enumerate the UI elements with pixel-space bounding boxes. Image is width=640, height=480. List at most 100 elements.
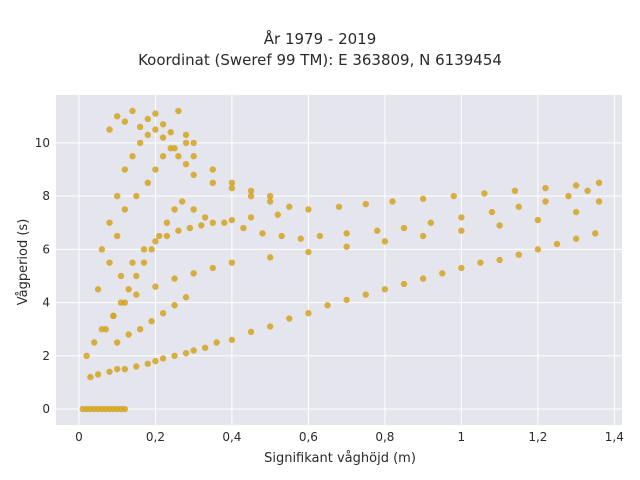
data-point xyxy=(247,328,255,336)
x-tick-label: 0,6 xyxy=(299,430,318,444)
data-point xyxy=(106,259,113,266)
data-point xyxy=(213,339,220,346)
data-point xyxy=(389,198,396,205)
data-point xyxy=(400,280,408,288)
data-point xyxy=(228,216,236,224)
data-point xyxy=(572,208,580,216)
data-point xyxy=(121,206,129,213)
x-tick-label: 1 xyxy=(458,430,466,444)
data-point xyxy=(159,355,167,362)
data-point xyxy=(98,246,106,253)
data-point xyxy=(117,272,125,280)
data-point xyxy=(572,182,580,189)
x-tick-label: 0,4 xyxy=(222,430,241,444)
data-point xyxy=(144,115,151,123)
data-point xyxy=(117,299,125,306)
data-point xyxy=(343,296,350,304)
data-point xyxy=(152,283,159,290)
data-point xyxy=(419,232,427,240)
data-point xyxy=(228,184,236,192)
data-point xyxy=(133,363,140,370)
data-point xyxy=(113,365,121,373)
data-point xyxy=(102,325,109,333)
y-tick-label: 8 xyxy=(42,189,50,203)
data-point xyxy=(201,214,209,221)
data-point xyxy=(106,368,113,375)
data-point xyxy=(167,129,174,136)
data-point xyxy=(163,232,171,240)
data-point xyxy=(152,166,159,173)
data-point xyxy=(362,291,369,298)
data-point xyxy=(266,254,274,261)
data-point xyxy=(190,171,197,179)
data-point xyxy=(148,246,155,253)
data-point xyxy=(553,240,561,248)
x-tick-label: 1,4 xyxy=(605,430,624,444)
data-point xyxy=(156,232,163,240)
data-point xyxy=(175,227,182,234)
plot-area xyxy=(56,95,622,425)
data-point xyxy=(159,153,167,160)
data-point xyxy=(305,310,312,317)
data-point xyxy=(163,219,171,226)
data-point xyxy=(286,203,293,210)
data-point xyxy=(175,153,182,160)
data-point xyxy=(584,187,591,195)
data-point xyxy=(83,352,90,360)
chart-title: År 1979 - 2019 xyxy=(263,30,377,48)
data-point xyxy=(427,219,434,226)
data-point xyxy=(167,145,174,152)
y-tick-label: 2 xyxy=(42,349,50,363)
data-point xyxy=(534,246,542,253)
data-point xyxy=(136,123,144,131)
data-point xyxy=(595,179,603,187)
data-point xyxy=(136,325,144,333)
data-point xyxy=(247,187,255,195)
data-point xyxy=(511,187,519,195)
data-point xyxy=(106,126,113,133)
data-point xyxy=(94,286,102,293)
data-point xyxy=(335,203,343,210)
data-point xyxy=(305,206,312,213)
data-point xyxy=(400,224,408,232)
y-tick-label: 10 xyxy=(35,136,50,150)
data-point xyxy=(297,235,304,242)
data-point xyxy=(140,246,148,253)
data-point xyxy=(343,230,350,237)
data-point xyxy=(94,371,102,378)
data-point xyxy=(171,275,178,282)
y-tick-label: 4 xyxy=(42,296,50,310)
data-point xyxy=(228,336,236,344)
data-point xyxy=(477,259,484,266)
data-point xyxy=(129,153,136,160)
x-tick-label: 0,2 xyxy=(146,430,165,444)
data-point xyxy=(144,131,151,139)
data-point xyxy=(190,153,197,160)
data-point xyxy=(110,312,117,320)
data-point xyxy=(159,121,167,128)
x-tick-label: 0,8 xyxy=(375,430,394,444)
data-point xyxy=(190,270,197,277)
data-point xyxy=(179,198,186,205)
data-point xyxy=(144,360,151,367)
data-point xyxy=(534,216,542,224)
data-point xyxy=(125,331,132,338)
data-point xyxy=(324,302,331,309)
data-point xyxy=(362,200,369,208)
data-point xyxy=(121,405,129,413)
data-point xyxy=(106,219,113,226)
data-point xyxy=(144,179,151,187)
y-tick-label: 6 xyxy=(42,242,50,256)
data-point xyxy=(198,222,205,229)
data-point xyxy=(182,131,190,139)
data-point xyxy=(247,192,255,200)
data-point xyxy=(240,224,247,232)
data-point xyxy=(381,286,389,293)
x-tick-label: 0 xyxy=(75,430,83,444)
data-point xyxy=(159,310,167,317)
data-point xyxy=(113,232,121,240)
tick-labels: 0 0,2 0,4 0,6 0,8 1 1,2 1,4 0 2 4 6 8 10 xyxy=(35,136,624,444)
data-point xyxy=(481,190,488,197)
data-point xyxy=(259,230,266,237)
data-point xyxy=(121,365,129,373)
